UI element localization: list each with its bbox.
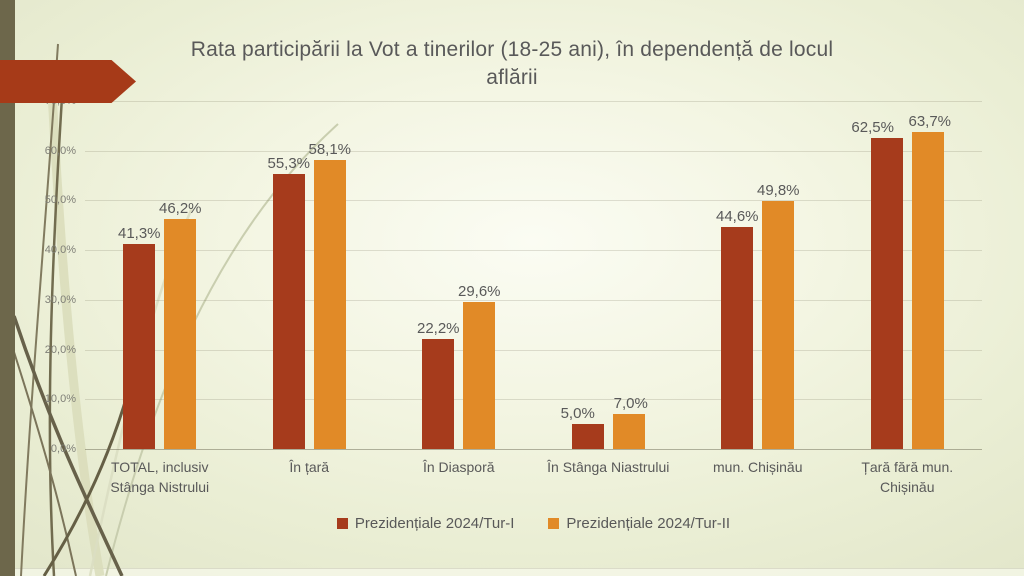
- value-label: 55,3%: [267, 155, 311, 173]
- category-label: În Diasporă: [422, 459, 495, 475]
- category-label: Țară fără mun. Chișinău: [861, 459, 954, 495]
- red-arrow-banner: [0, 60, 136, 103]
- y-tick-label: 50,0%: [44, 194, 76, 207]
- gridline: [85, 250, 982, 252]
- category-label: mun. Chișinău: [713, 459, 803, 475]
- gridline: [85, 150, 982, 152]
- value-label: 22,2%: [416, 319, 460, 337]
- bar-series2-cat3: [463, 301, 496, 449]
- gridline: [85, 200, 982, 202]
- value-label: 29,6%: [457, 282, 501, 300]
- value-label: 44,6%: [715, 208, 759, 226]
- bar-series1-cat5: [721, 227, 754, 449]
- category-label: TOTAL, inclusiv Stânga Nistrului: [110, 459, 210, 495]
- bar-series1-cat6: [870, 138, 903, 449]
- plot-area: 41,3% 46,2% 55,3% 58,1% 22,2% 29,6% 5,0% 7,0% 44…: [85, 101, 982, 450]
- legend-label: Prezidențiale 2024/Tur-II: [566, 515, 731, 532]
- value-label: 46,2%: [158, 200, 202, 218]
- legend-label: Prezidențiale 2024/Tur-I: [354, 515, 515, 532]
- gridline: [85, 101, 982, 102]
- value-label: 49,8%: [756, 182, 800, 200]
- y-tick-label: 40,0%: [44, 244, 76, 257]
- value-label: 58,1%: [308, 141, 352, 159]
- category-label: În Stânga Niastrului: [547, 459, 670, 475]
- bar-series2-cat2: [313, 160, 346, 449]
- gridline: [85, 399, 982, 401]
- y-tick-label: 0,0%: [50, 443, 76, 455]
- bar-series2-cat6: [911, 132, 944, 449]
- value-label: 41,3%: [117, 224, 161, 242]
- legend-swatch: [336, 518, 348, 529]
- category-label: În țară: [289, 459, 330, 475]
- gridline: [85, 349, 982, 351]
- bar-series2-cat4: [612, 414, 645, 449]
- legend: Prezidențiale 2024/Tur-I Prezidențiale 20…: [85, 515, 982, 532]
- y-tick-label: 10,0%: [44, 393, 76, 406]
- value-label: 5,0%: [560, 405, 595, 423]
- value-label: 62,5%: [851, 119, 894, 137]
- legend-swatch: [548, 518, 560, 529]
- bar-series1-cat1: [123, 243, 156, 449]
- y-tick-label: 20,0%: [44, 343, 76, 356]
- bar-series1-cat4: [571, 424, 604, 449]
- legend-item-series2: Prezidențiale 2024/Tur-II: [548, 515, 730, 532]
- bar-series2-cat1: [164, 219, 197, 449]
- chart-title: Rata participării la Vot a tinerilor (18…: [190, 38, 834, 90]
- bar-series2-cat5: [762, 201, 795, 449]
- value-label: 7,0%: [613, 395, 648, 413]
- value-label: 63,7%: [908, 113, 952, 131]
- x-axis-line: [85, 449, 982, 450]
- gridline: [85, 299, 982, 301]
- left-accent-strip: [0, 0, 15, 576]
- bar-series1-cat3: [422, 338, 455, 449]
- legend-item-series1: Prezidențiale 2024/Tur-I: [336, 515, 515, 532]
- y-tick-label: 60,0%: [44, 144, 76, 157]
- bar-series1-cat2: [272, 174, 305, 449]
- bottom-band: [0, 568, 1024, 576]
- y-tick-label: 30,0%: [44, 293, 76, 306]
- x-axis-labels: TOTAL, inclusiv Stânga Nistrului În țară Î…: [85, 458, 982, 497]
